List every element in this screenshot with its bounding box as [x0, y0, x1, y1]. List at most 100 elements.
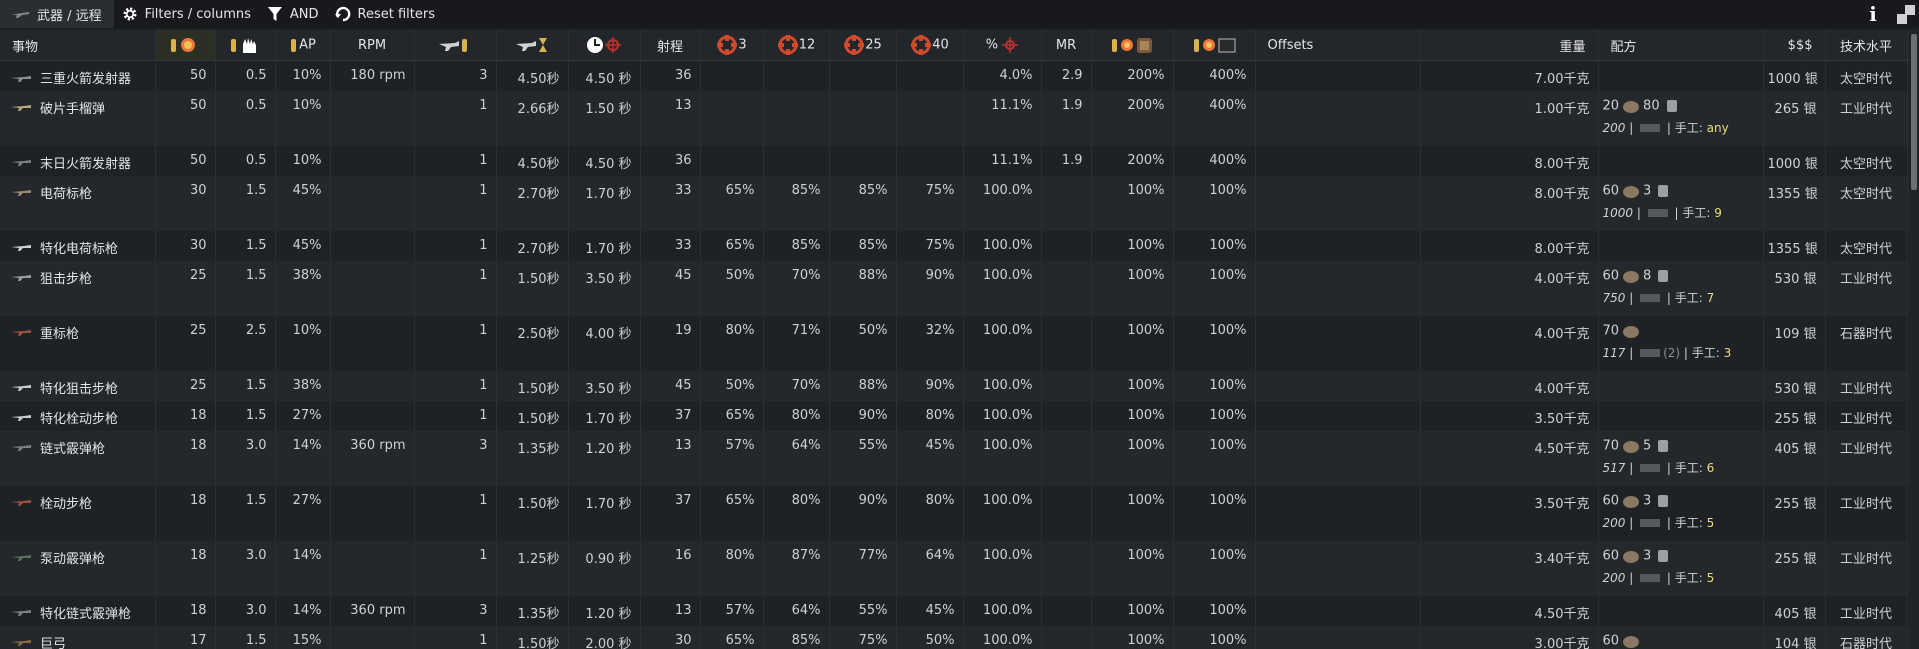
cell-a40 [895, 145, 963, 176]
cell-rpm [329, 370, 414, 401]
cell-warmup: 1.50秒 [495, 485, 568, 541]
cell-burst: 1 [413, 260, 496, 316]
col-header-burst[interactable] [413, 30, 496, 61]
table-row[interactable]: 特化栓动步枪 18 1.5 27% 1 1.50秒 1.70 秒 37 65% 80% 90% 80%… [0, 400, 1909, 431]
table-row[interactable]: 特化链式霰弹枪 18 3.0 14% 360 rpm 3 1.35秒 1.20 秒 13 57% 6… [0, 595, 1909, 626]
col-header-tech-level[interactable]: 技术水平 [1824, 30, 1907, 61]
cell-armmult: 100% [1172, 400, 1255, 431]
cell-warmup: 1.35秒 [495, 430, 568, 486]
cell-armmult: 400% [1172, 90, 1255, 146]
cell-rpm [329, 230, 414, 261]
weapon-name: 栓动步枪 [40, 496, 93, 512]
weapon-name: 三重火箭发射器 [40, 72, 132, 87]
cell-a12: 80% [762, 400, 829, 431]
col-header-weight[interactable]: 重量 [1419, 30, 1598, 61]
col-header-pct[interactable]: % [962, 30, 1041, 61]
recipe-work: 750 [1602, 290, 1626, 305]
table-row[interactable]: 三重火箭发射器 50 0.5 10% 180 rpm 3 4.50秒 4.50 秒 36 4.0%… [0, 60, 1909, 91]
cell-rpm: 360 rpm [329, 595, 414, 626]
cell-cooldown: 1.70 秒 [567, 485, 640, 541]
and-toggle-button[interactable]: AND [259, 0, 327, 28]
cell-recipe: 60 8 750 | | 手工: 7 [1597, 260, 1763, 316]
cell-cooldown: 3.50 秒 [567, 370, 640, 401]
col-header-rpm[interactable]: RPM [329, 30, 414, 61]
col-header-damage-mult[interactable] [1090, 30, 1173, 61]
cell-cooldown: 0.90 秒 [567, 540, 640, 596]
weapon-icon [11, 160, 31, 166]
reset-label: Reset filters [357, 6, 436, 22]
tab-ranged-weapons[interactable]: 武器 / 远程 [0, 0, 114, 28]
col-header-acc-12[interactable]: 12 [762, 30, 829, 61]
reset-filters-button[interactable]: Reset filters [327, 0, 443, 28]
cell-tech-level: 太空时代 [1824, 230, 1907, 261]
cell-ap: 27% [274, 400, 330, 431]
cell-cooldown: 1.50 秒 [567, 90, 640, 146]
recipe-skill: | 手工: [1666, 515, 1707, 530]
cell-a3: 65% [699, 625, 763, 649]
table-row[interactable]: 末日火箭发射器 50 0.5 10% 1 4.50秒 4.50 秒 36 11.1% 1.9 200… [0, 145, 1909, 176]
cell-dmg: 18 [154, 540, 215, 596]
table-row[interactable]: 特化电荷标枪 30 1.5 45% 1 2.70秒 1.70 秒 33 65% 85% 85% 75%… [0, 230, 1909, 261]
weapon-name: 巨弓 [40, 636, 67, 649]
cell-ap: 45% [274, 175, 330, 231]
cell-pct: 100.0% [962, 595, 1041, 626]
cell-weight: 4.00千克 [1419, 315, 1598, 371]
col-header-recipe[interactable]: 配方 [1597, 30, 1763, 61]
cell-rpm [329, 145, 414, 176]
col-header-stopping-power[interactable] [214, 30, 275, 61]
cell-a3: 57% [699, 430, 763, 486]
table-row[interactable]: 重标枪 25 2.5 10% 1 2.50秒 4.00 秒 19 80% 71% 50% 32% 100… [0, 315, 1909, 371]
col-header-offsets[interactable]: Offsets [1254, 30, 1420, 61]
table-row[interactable]: 电荷标枪 30 1.5 45% 1 2.70秒 1.70 秒 33 65% 85% 85% 75% 10… [0, 175, 1909, 231]
col-header-range[interactable]: 射程 [639, 30, 700, 61]
cell-recipe: 60 3 1000 | | 手工: 9 [1597, 175, 1763, 231]
filters-columns-button[interactable]: Filters / columns [114, 0, 259, 28]
col-header-acc-40[interactable]: 40 [895, 30, 963, 61]
gun-bullet-icon [439, 39, 467, 52]
target-icon [911, 35, 932, 55]
table-row[interactable]: 链式霰弹枪 18 3.0 14% 360 rpm 3 1.35秒 1.20 秒 13 57% 64%… [0, 430, 1909, 486]
cell-mr [1040, 485, 1091, 541]
cell-a12 [762, 60, 829, 91]
table-row[interactable]: 破片手榴弹 50 0.5 10% 1 2.66秒 1.50 秒 13 11.1% 1.9 200% 4… [0, 90, 1909, 146]
component-icon [1658, 184, 1669, 197]
cell-a12: 87% [762, 540, 829, 596]
cell-source: Odyssey [1906, 400, 1909, 431]
cell-weight: 3.40千克 [1419, 540, 1598, 596]
col-header-mr[interactable]: MR [1040, 30, 1091, 61]
recipe-work: 517 [1602, 460, 1626, 475]
scrollbar-thumb[interactable] [1911, 34, 1917, 190]
col-header-cooldown[interactable] [567, 30, 640, 61]
cell-rpm: 180 rpm [329, 60, 414, 91]
col-header-source[interactable]: 出自 [1906, 30, 1909, 61]
col-header-ap[interactable]: AP [274, 30, 330, 61]
col-header-acc-25[interactable]: 25 [828, 30, 896, 61]
cell-range: 33 [639, 230, 700, 261]
cell-stop: 3.0 [214, 430, 275, 486]
recipe-skill: | 手工: [1666, 460, 1707, 475]
weapon-name-cell: 栓动步枪 [0, 486, 155, 541]
cell-price: 104 银 [1762, 625, 1825, 649]
info-icon[interactable]: i [1869, 2, 1877, 26]
cell-a3: 57% [699, 595, 763, 626]
col-header-armor-mult[interactable] [1172, 30, 1255, 61]
cell-a25: 85% [828, 230, 896, 261]
table-row[interactable]: 泵动霰弹枪 18 3.0 14% 1 1.25秒 0.90 秒 16 80% 87% 77% 64% 1… [0, 540, 1909, 596]
col-header-damage[interactable] [154, 30, 215, 61]
table-row[interactable]: 特化狙击步枪 25 1.5 38% 1 1.50秒 3.50 秒 45 50% 70% 88% 90%… [0, 370, 1909, 401]
col-header-price[interactable]: $$$ [1762, 30, 1825, 61]
cell-range: 13 [639, 90, 700, 146]
col-header-warmup[interactable] [495, 30, 568, 61]
cell-warmup: 2.70秒 [495, 175, 568, 231]
cell-source: Core [1906, 540, 1909, 596]
table-row[interactable]: 巨弓 17 1.5 15% 1 1.50秒 2.00 秒 30 65% 85% 75% 50% 100.… [0, 625, 1909, 649]
window-minimize-icon[interactable] [1895, 3, 1917, 25]
col-header-name[interactable]: 事物 [0, 30, 155, 61]
cell-weight: 1.00千克 [1419, 90, 1598, 146]
vertical-scrollbar[interactable] [1909, 30, 1919, 649]
table-row[interactable]: 栓动步枪 18 1.5 27% 1 1.50秒 1.70 秒 37 65% 80% 90% 80% 10… [0, 485, 1909, 541]
table-row[interactable]: 狙击步枪 25 1.5 38% 1 1.50秒 3.50 秒 45 50% 70% 88% 90% 10… [0, 260, 1909, 316]
cell-a3 [699, 90, 763, 146]
cell-pct: 100.0% [962, 230, 1041, 261]
col-header-acc-3[interactable]: 3 [699, 30, 763, 61]
